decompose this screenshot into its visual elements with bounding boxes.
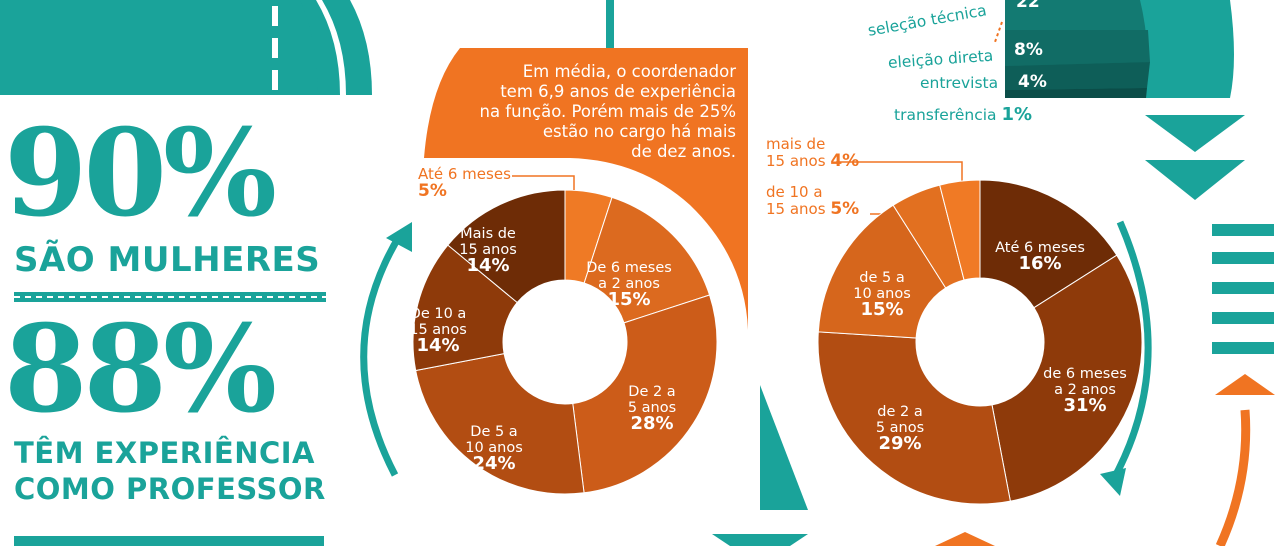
label-10-15: De 10 a 15 anos 14%: [390, 306, 486, 355]
label-line: 15 anos: [459, 242, 517, 258]
donut-slice-5: [412, 244, 518, 372]
selection-value-eleicao: 8%: [1014, 40, 1043, 60]
teacher-percentage: 88%: [4, 299, 277, 440]
label-6m-2: De 6 meses a 2 anos 15%: [574, 260, 684, 309]
label-2-5: De 2 a 5 anos 28%: [604, 384, 700, 433]
label-pct: 31%: [1063, 395, 1107, 416]
label-pct: 24%: [472, 453, 516, 474]
label-line: De 2 a: [628, 384, 676, 400]
label-pct: 14%: [416, 335, 460, 356]
label-pct: 16%: [1018, 253, 1062, 274]
donut-chart-current-role: [412, 190, 718, 495]
label-pct: 29%: [878, 433, 922, 454]
label-pct: 5%: [830, 199, 860, 219]
label-r-mais-15: mais de 15 anos 4%: [766, 136, 859, 170]
donut-chart-teaching: [817, 180, 1143, 505]
label-line: 15 anos: [766, 152, 826, 170]
label-pct: 15%: [860, 299, 904, 320]
label-mais-15: Mais de 15 anos 14%: [440, 226, 536, 275]
label-pct: 14%: [466, 255, 510, 276]
label-pct: 5%: [418, 181, 447, 201]
label-line: De 6 meses: [586, 260, 672, 276]
women-label: SÃO MULHERES: [14, 240, 321, 280]
selection-value-entrevista: 4%: [1018, 72, 1047, 92]
label-line: 5 anos: [875, 420, 925, 436]
note-line: Em média, o coordenador: [522, 62, 736, 81]
label-line: De 5 a: [470, 424, 518, 440]
label-line: de 10 a: [766, 183, 823, 201]
label-r-ate-6: Até 6 meses 16%: [980, 240, 1100, 273]
donut-slice-4: [415, 353, 585, 495]
label-line: mais de: [766, 135, 826, 153]
donut-slice-2: [583, 196, 711, 324]
women-percentage: 90%: [4, 103, 277, 244]
note-line: estão no cargo há mais: [542, 122, 736, 141]
label-line: a 2 anos: [1054, 382, 1116, 398]
note-line: na função. Porém mais de 25%: [479, 102, 736, 121]
label-line: Até 6 meses: [995, 240, 1085, 256]
donut-slice-6: [939, 180, 981, 281]
label-line: de 6 meses: [1043, 366, 1127, 382]
donut-slice-3: [817, 331, 1011, 505]
label-r-2-5: de 2 a 5 anos 29%: [852, 404, 948, 453]
label-line: de 5 a: [859, 270, 905, 286]
label-line: De 10 a: [409, 306, 467, 322]
selection-label-entrevista: entrevista: [920, 74, 999, 92]
label-line: 10 anos: [853, 286, 911, 302]
selection-label: transferência: [894, 106, 997, 124]
label-pct: 28%: [630, 413, 674, 434]
label-r-10-15: de 10 a 15 anos 5%: [766, 184, 859, 218]
selection-value-transferencia: 1%: [1001, 104, 1033, 125]
donut-slice-2: [991, 254, 1143, 502]
label-line: 5 anos: [627, 400, 677, 416]
label-ate-6: Até 6 meses 5%: [418, 166, 511, 200]
note-line: tem 6,9 anos de experiência: [500, 82, 736, 101]
label-line: Até 6 meses: [418, 165, 511, 183]
note-line: de dez anos.: [631, 142, 736, 161]
label-r-6m-2: de 6 meses a 2 anos 31%: [1030, 366, 1140, 415]
label-line: 10 anos: [465, 440, 523, 456]
teacher-label-1: TÊM EXPERIÊNCIA: [14, 436, 315, 470]
average-note: Em média, o coordenador tem 6,9 anos de …: [430, 62, 736, 162]
label-pct: 4%: [830, 151, 860, 171]
label-5-10: De 5 a 10 anos 24%: [446, 424, 542, 473]
label-pct: 15%: [607, 289, 651, 310]
donut-slice-6: [447, 190, 566, 304]
label-r-5-10: de 5 a 10 anos 15%: [834, 270, 930, 319]
label-line: 15 anos: [766, 200, 826, 218]
donut-slice-3: [572, 294, 718, 494]
label-line: Mais de: [460, 226, 516, 242]
donut-slice-1: [979, 180, 1118, 309]
selection-value-tecnica: 22: [1016, 0, 1040, 12]
label-line: 15 anos: [409, 322, 467, 338]
teacher-label-2: COMO PROFESSOR: [14, 472, 326, 506]
label-line: de 2 a: [877, 404, 923, 420]
label-line: a 2 anos: [598, 276, 660, 292]
selection-label-transferencia: transferência 1%: [894, 104, 1032, 125]
